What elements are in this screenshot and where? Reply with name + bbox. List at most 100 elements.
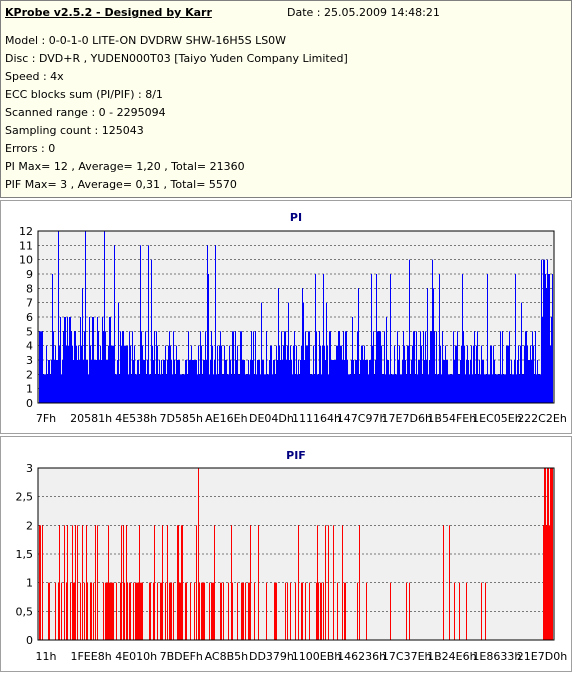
pi-bar — [144, 360, 145, 403]
pi-bar — [254, 374, 255, 403]
pi-bar — [348, 374, 349, 403]
pi-max-bar — [85, 231, 86, 403]
pi-bar — [193, 360, 194, 403]
info-sampling-count: Sampling count : 125043 — [5, 124, 144, 137]
pi-bar — [210, 360, 211, 403]
pi-bar — [53, 331, 54, 403]
pi-bar — [198, 345, 199, 403]
pi-bar — [497, 374, 498, 403]
pif-bar — [182, 525, 183, 640]
pi-bar — [426, 360, 427, 403]
scan-date: Date : 25.05.2009 14:48:21 — [287, 6, 440, 19]
pi-bar — [140, 245, 141, 403]
pif-bar — [287, 582, 288, 640]
pi-bar — [89, 317, 90, 403]
pif-bar — [105, 582, 106, 640]
pi-bar — [467, 345, 468, 403]
pif-bar — [113, 582, 114, 640]
pif-ytick-label: 1 — [26, 577, 33, 590]
pi-bar — [143, 360, 144, 403]
pi-bar — [494, 360, 495, 403]
pif-bar — [67, 525, 68, 640]
pif-bar — [165, 582, 166, 640]
pi-xtick-label: 20581h — [70, 412, 112, 425]
pi-bar — [489, 374, 490, 403]
pi-bar — [128, 374, 129, 403]
pif-bar — [301, 582, 302, 640]
pi-bar — [218, 374, 219, 403]
pi-bar — [551, 317, 552, 403]
pi-bar — [448, 374, 449, 403]
pi-bar — [453, 331, 454, 403]
pi-bar — [109, 317, 110, 403]
pi-bar — [207, 245, 208, 403]
pi-bar — [188, 331, 189, 403]
pif-bar — [149, 582, 150, 640]
pi-bar — [237, 345, 238, 403]
pi-bar — [475, 374, 476, 403]
pi-bar — [249, 374, 250, 403]
pi-bar — [501, 374, 502, 403]
pi-bar — [367, 360, 368, 403]
pi-bar — [78, 345, 79, 403]
pif-bar — [466, 582, 467, 640]
pi-ytick-label: 0 — [26, 397, 33, 410]
pi-ytick-label: 6 — [26, 311, 33, 324]
pi-bar — [495, 374, 496, 403]
pi-bar — [58, 231, 59, 403]
pi-bar — [115, 374, 116, 403]
pi-bar — [372, 345, 373, 403]
pi-bar — [161, 360, 162, 403]
pi-bar — [378, 331, 379, 403]
pi-bar — [362, 345, 363, 403]
pi-bar — [533, 345, 534, 403]
pi-bar — [65, 317, 66, 403]
pi-bar — [536, 374, 537, 403]
pif-bar — [136, 582, 137, 640]
pi-bar — [393, 374, 394, 403]
pi-bar — [336, 345, 337, 403]
pi-bar — [303, 302, 304, 403]
pi-bar — [281, 331, 282, 403]
pif-bar — [544, 468, 545, 640]
pi-bar — [242, 360, 243, 403]
pi-bar — [147, 360, 148, 403]
pi-bar — [87, 360, 88, 403]
pi-bar — [118, 302, 119, 403]
pif-bar — [194, 582, 195, 640]
pi-bar — [369, 360, 370, 403]
pi-bar — [499, 374, 500, 403]
pif-bar — [305, 582, 306, 640]
pi-bar — [437, 374, 438, 403]
pif-bar — [201, 582, 202, 640]
pi-bar — [525, 331, 526, 403]
pi-bar — [56, 360, 57, 403]
pi-bar — [42, 331, 43, 403]
pif-bar — [546, 525, 547, 640]
pi-ytick-label: 2 — [26, 368, 33, 381]
pif-bar — [130, 582, 131, 640]
pi-bar — [273, 360, 274, 403]
pif-bar — [93, 582, 94, 640]
pi-bar — [524, 345, 525, 403]
pi-bar — [71, 331, 72, 403]
pi-bar — [309, 331, 310, 403]
pif-xtick-label: 17C37Eh — [382, 650, 432, 663]
pi-bar — [302, 288, 303, 403]
pi-bar — [252, 360, 253, 403]
pi-bar — [100, 345, 101, 403]
pi-bar — [384, 331, 385, 403]
pi-bar — [537, 360, 538, 403]
pif-bar — [84, 582, 85, 640]
pi-bar — [476, 345, 477, 403]
pi-bar — [541, 259, 542, 403]
pif-bar — [120, 582, 121, 640]
pif-bar — [551, 468, 552, 640]
pi-bar — [439, 274, 440, 403]
pi-bar — [329, 331, 330, 403]
pi-bar — [381, 345, 382, 403]
pi-bar — [523, 374, 524, 403]
pif-bar — [213, 582, 214, 640]
pi-xtick-label: 111164h — [292, 412, 341, 425]
pi-bar — [110, 317, 111, 403]
